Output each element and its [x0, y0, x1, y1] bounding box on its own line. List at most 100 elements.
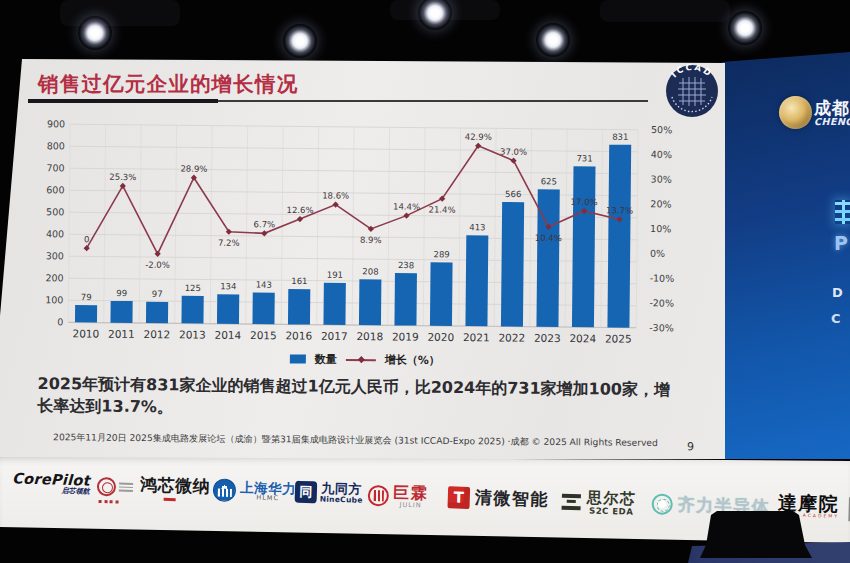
line-value-label: 25.3% — [109, 172, 136, 182]
line-value-label: 0 — [84, 234, 90, 244]
stage-light-icon — [728, 11, 762, 45]
svg-text:100: 100 — [45, 294, 63, 305]
backdrop-brand-en: CHENG — [814, 116, 850, 127]
x-tick-label: 2014 — [214, 329, 241, 341]
bar-value-label: 125 — [185, 283, 201, 293]
line-value-label: 42.9% — [465, 132, 492, 142]
chart-bar — [75, 305, 97, 323]
line-value-label: 10.4% — [535, 233, 562, 243]
svg-text:20%: 20% — [650, 198, 671, 209]
presentation-slide: 销售过亿元企业的增长情况 ICCAD 010020030040050060070… — [0, 57, 725, 459]
chengdu-gold-logo-icon — [779, 96, 812, 129]
line-value-label: 28.9% — [180, 164, 207, 174]
chart-bar — [217, 294, 239, 324]
backdrop-fragment-c: C — [831, 311, 841, 326]
x-tick-label: 2020 — [427, 331, 454, 343]
bar-value-label: 161 — [291, 276, 307, 286]
sponsor-subname: 启芯领航 — [61, 488, 89, 496]
bar-value-label: 238 — [398, 260, 414, 270]
slide-footer: 2025年11月20日 2025集成电路发展论坛（成渝）暨第31届集成电路设计业… — [53, 431, 658, 450]
x-tick-label: 2010 — [72, 327, 99, 339]
qili-logo-icon — [651, 493, 673, 515]
legend-line-label: 增长（%） — [385, 352, 440, 368]
page-number: 9 — [687, 440, 694, 453]
line-value-label: 14.4% — [393, 202, 420, 212]
svg-text:500: 500 — [46, 206, 64, 217]
ninecube-logo-icon: 同 — [295, 481, 318, 504]
line-marker — [297, 216, 303, 222]
x-tick-label: 2016 — [285, 329, 312, 341]
julin-logo-icon — [368, 485, 390, 507]
ceiling-fixture — [600, 0, 730, 22]
line-value-label: -2.0% — [145, 260, 170, 270]
bar-value-label: 831 — [612, 132, 628, 142]
x-tick-label: 2017 — [321, 330, 348, 342]
sponsor-logo-opensec — [97, 477, 134, 497]
sponsor-logo-qingwei: T清微智能 — [448, 486, 550, 511]
x-tick-label: 2023 — [534, 332, 561, 344]
svg-text:600: 600 — [46, 184, 64, 195]
line-value-label: 12.6% — [287, 205, 314, 215]
svg-text:300: 300 — [46, 250, 64, 261]
bar-value-label: 413 — [469, 222, 485, 232]
svg-text:900: 900 — [47, 118, 65, 129]
stage-light-icon — [78, 16, 112, 50]
chart-bar — [146, 302, 168, 324]
chart-bar — [501, 202, 524, 327]
legend-line-swatch — [346, 355, 376, 364]
foreground-object — [700, 511, 814, 558]
bar-value-label: 191 — [327, 270, 343, 280]
svg-text:200: 200 — [45, 272, 63, 283]
opensec-text-marks — [119, 483, 133, 492]
svg-text:0: 0 — [57, 316, 63, 327]
backdrop-glow-glyph — [835, 200, 850, 224]
sponsor-logo-hlmc: 上海华力HLMC — [213, 478, 297, 503]
svg-text:-30%: -30% — [649, 322, 674, 333]
line-value-label: 6.7% — [254, 219, 276, 229]
svg-text:400: 400 — [46, 228, 64, 239]
line-marker — [155, 251, 161, 257]
x-tick-label: 2013 — [179, 328, 206, 340]
bar-value-label: 208 — [362, 266, 378, 276]
line-value-label: 18.6% — [322, 190, 349, 200]
line-value-label: 21.4% — [429, 205, 456, 215]
legend-bar-label: 数量 — [315, 352, 337, 367]
svg-text:30%: 30% — [651, 174, 672, 185]
line-value-label: 7.2% — [218, 238, 240, 248]
chart-bar — [110, 301, 132, 323]
stage-light-icon — [536, 23, 570, 57]
chart-bar — [288, 289, 310, 325]
sponsor-logo-hongxin: 鸿芯微纳 — [140, 476, 210, 496]
line-marker — [510, 158, 516, 164]
chart-bar — [394, 273, 417, 326]
x-tick-label: 2025 — [605, 332, 632, 344]
backdrop-fragment-p: P — [834, 232, 848, 254]
chart-bar — [572, 166, 596, 327]
svg-text:-10%: -10% — [650, 273, 675, 284]
bar-value-label: 566 — [505, 189, 521, 199]
bar-value-label: 134 — [220, 281, 236, 291]
sponsor-logo-ninecube: 同九同方NineCube — [295, 481, 364, 505]
chart-bar — [607, 145, 631, 328]
bar-value-label: 79 — [81, 292, 92, 302]
opensec-logo-icon — [97, 477, 117, 497]
slide-summary-text: 2025年预计有831家企业的销售超过1亿元人民币，比2024年的731家增加1… — [37, 373, 737, 423]
svg-text:50%: 50% — [651, 124, 672, 135]
line-value-label: 17.0% — [571, 197, 598, 207]
backdrop-fragment-d: D — [832, 285, 843, 300]
x-tick-label: 2019 — [392, 330, 419, 342]
qingwei-logo-icon: T — [448, 486, 471, 509]
stage-light-icon — [283, 24, 317, 58]
sponsor-logo-corepilot: CorePilot启芯领航 — [12, 471, 90, 496]
x-tick-label: 2011 — [108, 328, 135, 340]
svg-text:0%: 0% — [650, 248, 665, 259]
chart-bar — [465, 235, 488, 326]
svg-text:800: 800 — [47, 140, 65, 151]
s2c-logo-icon — [561, 492, 582, 513]
bar-value-label: 97 — [152, 289, 163, 299]
line-marker — [261, 230, 267, 236]
chart-bar — [252, 293, 274, 325]
sponsor-subname: JULIN — [399, 502, 421, 509]
line-value-label: 8.9% — [360, 235, 382, 245]
line-value-label: 37.0% — [500, 147, 527, 157]
